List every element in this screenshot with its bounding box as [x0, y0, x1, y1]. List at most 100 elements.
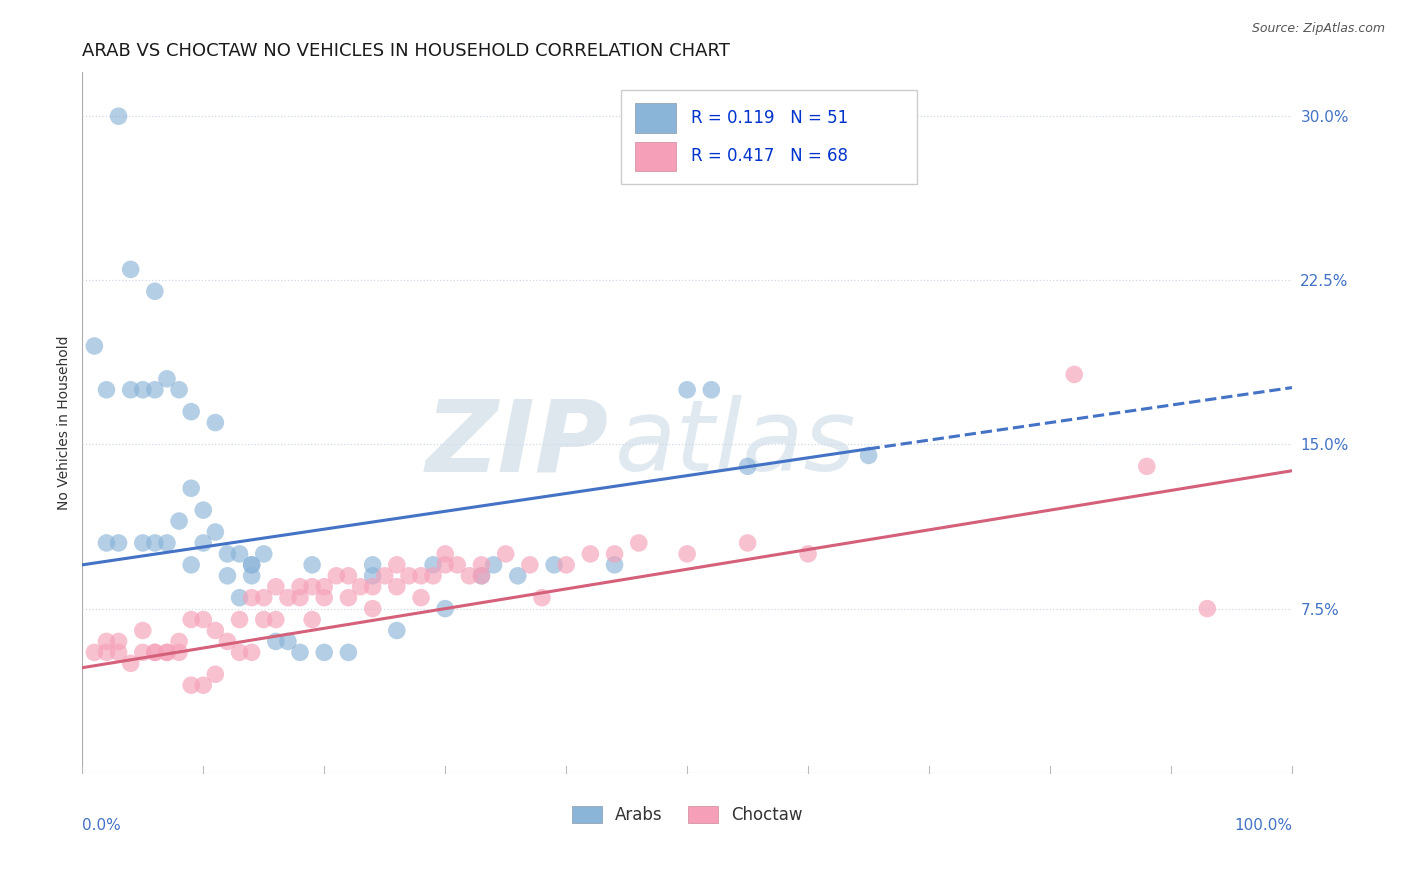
Choctaw [519, 558, 541, 572]
Choctaw [288, 591, 311, 605]
Arabs [120, 383, 142, 397]
Choctaw [228, 645, 250, 659]
Choctaw [422, 569, 444, 583]
Choctaw [1136, 459, 1159, 474]
Choctaw [337, 569, 360, 583]
Choctaw [240, 645, 263, 659]
Arabs [143, 285, 166, 299]
Arabs [506, 569, 529, 583]
Choctaw [167, 634, 190, 648]
Arabs [96, 536, 118, 550]
Choctaw [193, 678, 215, 692]
Choctaw [301, 580, 323, 594]
Choctaw [603, 547, 626, 561]
Arabs [240, 569, 263, 583]
Arabs [337, 645, 360, 659]
Choctaw [217, 634, 239, 648]
Choctaw [361, 580, 384, 594]
Y-axis label: No Vehicles in Household: No Vehicles in Household [58, 335, 72, 510]
Choctaw [107, 645, 129, 659]
Choctaw [470, 558, 492, 572]
Arabs [107, 536, 129, 550]
Choctaw [797, 547, 820, 561]
Legend: Arabs, Choctaw: Arabs, Choctaw [565, 799, 810, 831]
Choctaw [446, 558, 468, 572]
Choctaw [676, 547, 699, 561]
Arabs [217, 547, 239, 561]
Arabs [180, 404, 202, 418]
Choctaw [96, 645, 118, 659]
Arabs [204, 524, 226, 539]
Choctaw [579, 547, 602, 561]
Arabs [434, 601, 457, 615]
Arabs [120, 262, 142, 277]
Arabs [253, 547, 276, 561]
Choctaw [180, 613, 202, 627]
FancyBboxPatch shape [620, 90, 917, 185]
Arabs [193, 503, 215, 517]
Arabs [603, 558, 626, 572]
Arabs [167, 383, 190, 397]
Arabs [180, 558, 202, 572]
Text: ZIP: ZIP [426, 395, 609, 492]
Choctaw [349, 580, 371, 594]
FancyBboxPatch shape [636, 142, 676, 171]
Arabs [240, 558, 263, 572]
Text: 100.0%: 100.0% [1234, 818, 1292, 833]
Choctaw [96, 634, 118, 648]
Text: R = 0.119   N = 51: R = 0.119 N = 51 [690, 109, 848, 127]
Choctaw [240, 591, 263, 605]
Arabs [167, 514, 190, 528]
Choctaw [314, 591, 336, 605]
Choctaw [470, 569, 492, 583]
Arabs [482, 558, 505, 572]
Arabs [193, 536, 215, 550]
Choctaw [253, 613, 276, 627]
Choctaw [193, 613, 215, 627]
Choctaw [495, 547, 517, 561]
Choctaw [409, 591, 432, 605]
Choctaw [132, 624, 155, 638]
Arabs [470, 569, 492, 583]
FancyBboxPatch shape [636, 103, 676, 133]
Arabs [228, 547, 250, 561]
Choctaw [434, 558, 457, 572]
Choctaw [458, 569, 481, 583]
Choctaw [143, 645, 166, 659]
Choctaw [555, 558, 578, 572]
Choctaw [1063, 368, 1085, 382]
Choctaw [253, 591, 276, 605]
Arabs [96, 383, 118, 397]
Arabs [301, 558, 323, 572]
Arabs [422, 558, 444, 572]
Choctaw [385, 580, 408, 594]
Choctaw [325, 569, 347, 583]
Choctaw [288, 580, 311, 594]
Choctaw [1197, 601, 1219, 615]
Arabs [204, 416, 226, 430]
Arabs [217, 569, 239, 583]
Choctaw [120, 657, 142, 671]
Arabs [700, 383, 723, 397]
Choctaw [204, 624, 226, 638]
Choctaw [385, 558, 408, 572]
Choctaw [156, 645, 179, 659]
Choctaw [314, 580, 336, 594]
Choctaw [409, 569, 432, 583]
Choctaw [530, 591, 553, 605]
Choctaw [167, 645, 190, 659]
Choctaw [132, 645, 155, 659]
Arabs [143, 536, 166, 550]
Choctaw [277, 591, 299, 605]
Choctaw [434, 547, 457, 561]
Arabs [240, 558, 263, 572]
Arabs [314, 645, 336, 659]
Text: ARAB VS CHOCTAW NO VEHICLES IN HOUSEHOLD CORRELATION CHART: ARAB VS CHOCTAW NO VEHICLES IN HOUSEHOLD… [83, 42, 730, 60]
Arabs [83, 339, 105, 353]
Text: Source: ZipAtlas.com: Source: ZipAtlas.com [1251, 22, 1385, 36]
Text: atlas: atlas [614, 395, 856, 492]
Arabs [228, 591, 250, 605]
Choctaw [143, 645, 166, 659]
Arabs [143, 383, 166, 397]
Choctaw [361, 601, 384, 615]
